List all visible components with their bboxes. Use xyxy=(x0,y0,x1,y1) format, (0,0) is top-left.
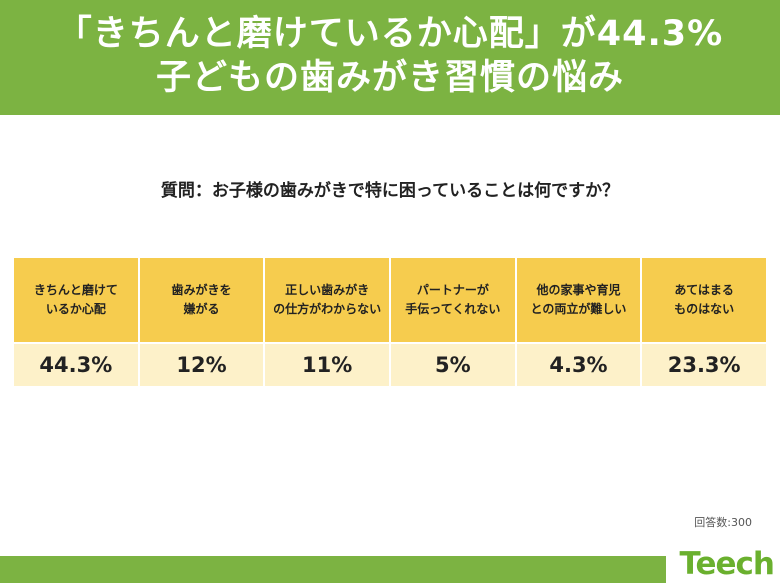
header-title-line1: 「きちんと磨けているか心配」が44.3% xyxy=(56,14,724,54)
header-title-line2: 子どもの歯みがき習慣の悩み xyxy=(155,58,624,98)
value-cell-1: 44.3% xyxy=(14,344,138,386)
category-label-5: 他の家事や育児 との両立が難しい xyxy=(516,258,641,342)
value-cell-4: 5% xyxy=(390,344,515,386)
category-label-6: あてはまる ものはない xyxy=(642,258,766,342)
teech-logo: Teech xyxy=(679,546,775,582)
value-cell-2: 12% xyxy=(139,344,264,386)
value-cell-6: 23.3% xyxy=(642,344,766,386)
footer-bar xyxy=(0,556,780,583)
value-cell-3: 11% xyxy=(265,344,389,386)
logo-background xyxy=(666,549,780,583)
category-label-1: きちんと磨けて いるか心配 xyxy=(14,258,138,342)
respondent-count: 回答数:300 xyxy=(694,516,752,529)
header-banner: 「きちんと磨けているか心配」が44.3% 子どもの歯みがき習慣の悩み xyxy=(0,0,780,115)
survey-question: 質問：お子様の歯みがきで特に困っていることは何ですか？ xyxy=(160,181,620,201)
category-label-4: パートナーが 手伝ってくれない xyxy=(390,258,515,342)
value-cell-5: 4.3% xyxy=(516,344,641,386)
category-label-2: 歯みがきを 嫌がる xyxy=(139,258,264,342)
category-label-3: 正しい歯みがき の仕方がわからない xyxy=(265,258,389,342)
results-table: きちんと磨けて いるか心配 歯みがきを 嫌がる 正しい歯みがき の仕方がわからないパ… xyxy=(14,258,766,386)
